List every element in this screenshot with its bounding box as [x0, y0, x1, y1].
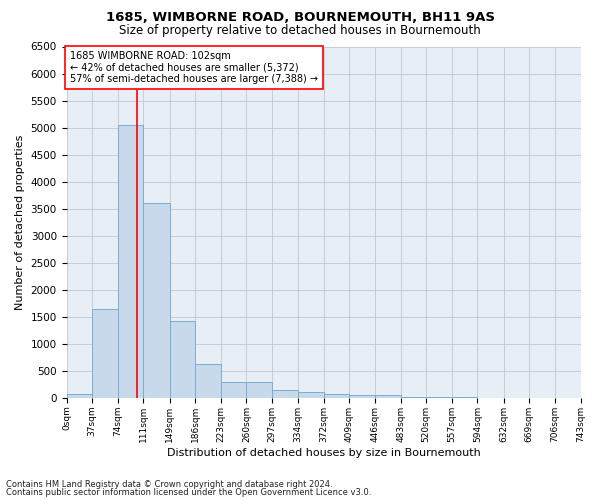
- Text: Contains HM Land Registry data © Crown copyright and database right 2024.: Contains HM Land Registry data © Crown c…: [6, 480, 332, 489]
- Bar: [375, 395, 401, 398]
- Bar: [349, 395, 375, 398]
- Text: Contains public sector information licensed under the Open Government Licence v3: Contains public sector information licen…: [6, 488, 371, 497]
- Bar: [426, 397, 452, 398]
- Bar: [272, 390, 298, 398]
- Bar: [324, 394, 349, 398]
- Bar: [170, 321, 195, 398]
- X-axis label: Distribution of detached houses by size in Bournemouth: Distribution of detached houses by size …: [167, 448, 481, 458]
- Text: 1685, WIMBORNE ROAD, BOURNEMOUTH, BH11 9AS: 1685, WIMBORNE ROAD, BOURNEMOUTH, BH11 9…: [106, 11, 494, 24]
- Bar: [247, 382, 272, 398]
- Bar: [67, 394, 92, 398]
- Bar: [92, 308, 118, 398]
- Bar: [221, 382, 247, 398]
- Text: 1685 WIMBORNE ROAD: 102sqm
← 42% of detached houses are smaller (5,372)
57% of s: 1685 WIMBORNE ROAD: 102sqm ← 42% of deta…: [70, 51, 318, 84]
- Bar: [298, 392, 324, 398]
- Y-axis label: Number of detached properties: Number of detached properties: [15, 134, 25, 310]
- Bar: [118, 125, 143, 398]
- Bar: [143, 204, 170, 398]
- Bar: [401, 397, 426, 398]
- Bar: [195, 364, 221, 398]
- Text: Size of property relative to detached houses in Bournemouth: Size of property relative to detached ho…: [119, 24, 481, 37]
